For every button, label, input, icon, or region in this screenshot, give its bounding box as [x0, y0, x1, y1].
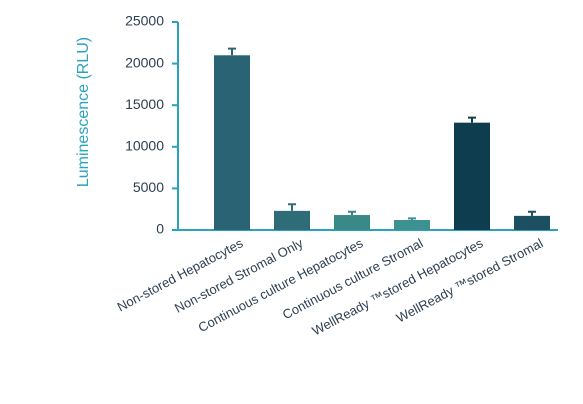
y-tick-label: 15000: [125, 96, 164, 112]
bar: [214, 55, 250, 230]
y-axis-label: Luminescence (RLU): [75, 37, 92, 187]
bar: [514, 215, 550, 230]
y-tick-label: 0: [156, 221, 164, 237]
bar: [394, 220, 430, 230]
y-tick-label: 25000: [125, 13, 164, 29]
error-bar: [228, 47, 236, 56]
error-bar: [348, 210, 356, 216]
bar: [334, 215, 370, 230]
error-bar: [528, 210, 536, 216]
y-tick-label: 5000: [133, 179, 164, 195]
error-bar: [408, 217, 416, 221]
y-tick-label: 10000: [125, 138, 164, 154]
error-bar: [288, 203, 296, 211]
bar: [274, 210, 310, 230]
error-bar: [468, 116, 476, 123]
y-tick-label: 20000: [125, 54, 164, 70]
bar: [454, 122, 490, 230]
